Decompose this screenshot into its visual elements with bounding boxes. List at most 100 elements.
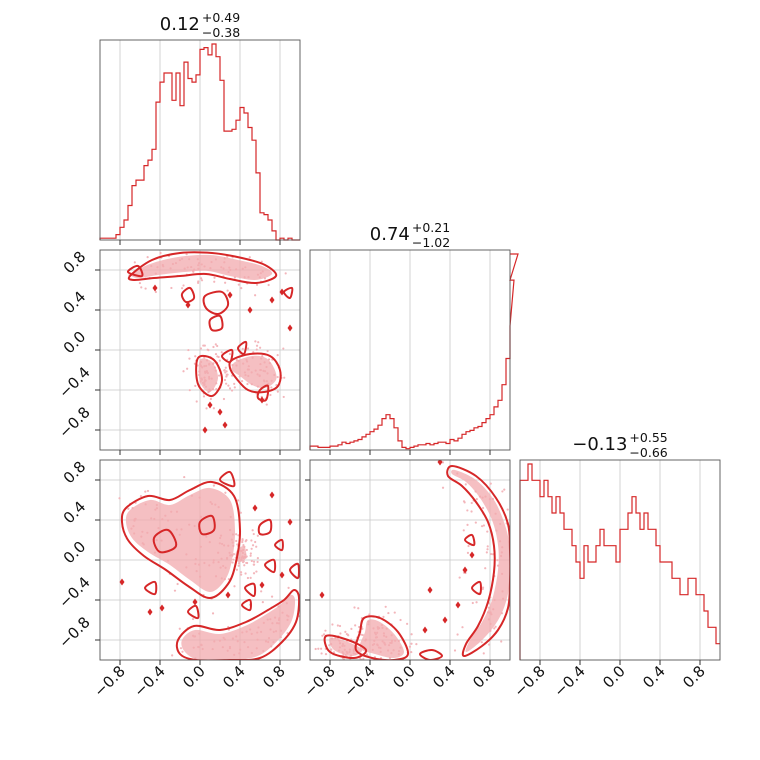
sample-point (360, 633, 363, 636)
sample-point (214, 352, 218, 356)
sample-point (415, 642, 418, 646)
sample-point (225, 382, 228, 385)
scatter-panel-2 (100, 460, 300, 660)
sample-point (214, 343, 217, 346)
contour-line-2-4 (198, 514, 216, 536)
sample-point (237, 499, 240, 502)
sample-point (361, 627, 364, 630)
sample-point (382, 615, 385, 618)
sample-point (249, 576, 252, 579)
sample-point (338, 661, 340, 663)
sample-point (252, 560, 256, 563)
sample-point (241, 540, 244, 544)
outlier-marker-1-1 (152, 284, 158, 292)
sample-point (259, 346, 262, 349)
title-minus-3: −0.66 (629, 445, 667, 460)
sample-point (252, 532, 255, 536)
sample-point (360, 662, 362, 664)
scatter-panel-3 (310, 460, 510, 667)
sample-point (241, 538, 244, 541)
sample-point (470, 510, 473, 513)
sample-point (140, 286, 143, 289)
sample-point (353, 606, 356, 609)
outlier-marker-1-7 (222, 421, 228, 429)
density-fill-3-1 (451, 469, 510, 653)
sample-point (276, 390, 279, 393)
sample-point (267, 283, 270, 287)
sample-point (328, 644, 331, 647)
sample-point (484, 567, 487, 570)
sample-point (500, 640, 503, 643)
sample-point (211, 612, 215, 615)
sample-point (255, 344, 259, 347)
sample-point (358, 625, 361, 629)
sample-point (240, 573, 243, 576)
p31-xtick-label-4: 0.8 (259, 662, 289, 692)
contour-line-2-1 (120, 480, 242, 599)
sample-point (345, 632, 348, 636)
sample-point (202, 395, 206, 398)
sample-point (144, 490, 147, 493)
sample-point (255, 570, 258, 573)
sample-point (475, 498, 478, 501)
sample-point (194, 355, 197, 358)
sample-point (213, 276, 216, 279)
sample-point (189, 241, 191, 243)
sample-point (171, 654, 174, 657)
sample-point (466, 551, 470, 555)
density-fill-2-1 (125, 487, 236, 592)
density-fill-2-2 (181, 594, 296, 660)
outlier-marker-2-8 (279, 571, 285, 579)
sample-point (256, 556, 259, 560)
sample-point (228, 352, 232, 356)
p21-ytick-label-0: −0.8 (55, 403, 93, 441)
sample-point (354, 661, 356, 663)
contour-line-3-2 (354, 615, 410, 660)
sample-point (474, 521, 477, 524)
sample-point (246, 561, 249, 565)
p31-xtick-label-3: 0.4 (219, 662, 249, 692)
sample-point (191, 617, 195, 621)
outlier-marker-2-7 (225, 591, 231, 599)
panel-title-1: 0.12 +0.49−0.38 (160, 10, 240, 40)
sample-point (144, 287, 147, 290)
sample-point (255, 545, 258, 548)
sample-point (254, 340, 257, 343)
outlier-marker-2-6 (192, 598, 198, 606)
outlier-marker-1-6 (207, 401, 213, 409)
outlier-marker-3-1 (319, 591, 325, 599)
sample-point (496, 559, 499, 562)
sample-point (225, 370, 228, 373)
outlier-marker-3-2 (462, 566, 468, 574)
density-fill-1-3 (198, 358, 219, 393)
sample-point (245, 548, 248, 552)
contour-line-1-7 (221, 348, 234, 364)
sample-point (410, 642, 413, 645)
sample-point (464, 483, 467, 486)
sample-point (461, 626, 464, 629)
sample-point (118, 497, 121, 500)
density-layer-3 (314, 460, 510, 667)
outlier-marker-3-7 (469, 551, 475, 559)
sample-point (481, 586, 485, 589)
sample-point (206, 348, 209, 351)
sample-point (248, 256, 251, 259)
sample-point (276, 354, 279, 357)
sample-point (466, 523, 469, 526)
sample-point (233, 585, 236, 588)
sample-point (237, 562, 241, 565)
sample-point (241, 347, 244, 351)
sample-point (322, 633, 326, 636)
sample-point (226, 289, 229, 292)
outlier-marker-2-1 (119, 578, 125, 586)
title-plus-3: +0.55 (629, 430, 667, 445)
p33-xtick-label-0: −0.8 (510, 662, 548, 700)
sample-point (345, 665, 347, 667)
sample-point (283, 376, 286, 379)
sample-point (179, 647, 183, 650)
sample-point (269, 393, 272, 397)
sample-point (194, 384, 197, 387)
title-plus-2: +0.21 (412, 220, 450, 235)
p33-xtick-label-4: 0.8 (679, 662, 709, 692)
